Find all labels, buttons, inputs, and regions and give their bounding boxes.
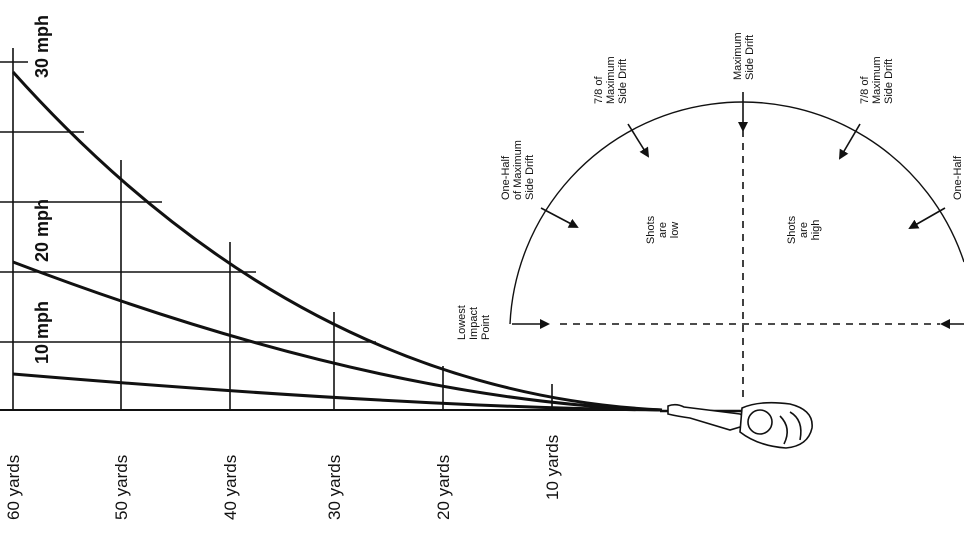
svg-text:Lowest: Lowest [456, 305, 468, 340]
distance-label-50: 50 yards [112, 455, 131, 520]
annotation-lowest-impact: Lowest Impact Point [456, 305, 492, 340]
svg-text:high: high [810, 220, 822, 241]
svg-text:Impact: Impact [468, 307, 480, 340]
arrow-seven-eighths-right [838, 123, 861, 160]
wind-label-10mph: 10 mph [32, 301, 52, 364]
svg-text:Maximum: Maximum [605, 56, 617, 104]
curve-30mph [11, 70, 663, 412]
svg-text:Side Drift: Side Drift [883, 59, 895, 104]
wind-label-20mph: 20 mph [32, 199, 52, 262]
svg-text:One-Half: One-Half [500, 155, 512, 200]
drift-semicircle [509, 92, 964, 400]
distance-label-40: 40 yards [221, 455, 240, 520]
svg-text:7/8 of: 7/8 of [593, 76, 605, 104]
arrow-seven-eighths-left [627, 123, 650, 158]
distance-label-30: 30 yards [325, 455, 344, 520]
svg-text:are: are [657, 222, 669, 238]
shooter-figure [660, 401, 813, 449]
annotation-maximum: Maximum Side Drift [732, 32, 756, 80]
wind-label-30mph: 30 mph [32, 15, 52, 78]
semicircle-arc [509, 101, 964, 325]
curve-10mph [12, 372, 663, 412]
svg-text:Shots: Shots [645, 215, 657, 244]
svg-text:Maximum: Maximum [871, 56, 883, 104]
svg-text:Side Drift: Side Drift [744, 35, 756, 80]
svg-text:low: low [669, 222, 681, 239]
distance-label-20: 20 yards [434, 455, 453, 520]
arrow-one-half-right [908, 207, 946, 229]
svg-text:Side Drift: Side Drift [617, 59, 629, 104]
annotation-seven-eighths-left: 7/8 of Maximum Side Drift [593, 56, 629, 104]
curve-20mph [12, 260, 663, 412]
distance-label-60: 60 yards [4, 455, 23, 520]
drift-chart [0, 48, 663, 412]
annotation-one-half-right: One-Half [952, 155, 964, 200]
annotation-shots-low: Shots are low [645, 215, 681, 244]
svg-text:of Maximum: of Maximum [512, 140, 524, 200]
svg-text:are: are [798, 222, 810, 238]
svg-text:One-Half: One-Half [952, 155, 964, 200]
annotation-one-half-left: One-Half of Maximum Side Drift [500, 140, 536, 200]
svg-text:7/8 of: 7/8 of [859, 76, 871, 104]
distance-label-10: 10 yards [543, 435, 562, 500]
arrow-one-half-left [540, 207, 579, 228]
annotation-seven-eighths-right: 7/8 of Maximum Side Drift [859, 56, 895, 104]
annotation-shots-high: Shots are high [786, 215, 822, 244]
svg-text:Maximum: Maximum [732, 32, 744, 80]
svg-text:Shots: Shots [786, 215, 798, 244]
svg-text:Side Drift: Side Drift [524, 155, 536, 200]
svg-text:Point: Point [480, 315, 492, 340]
